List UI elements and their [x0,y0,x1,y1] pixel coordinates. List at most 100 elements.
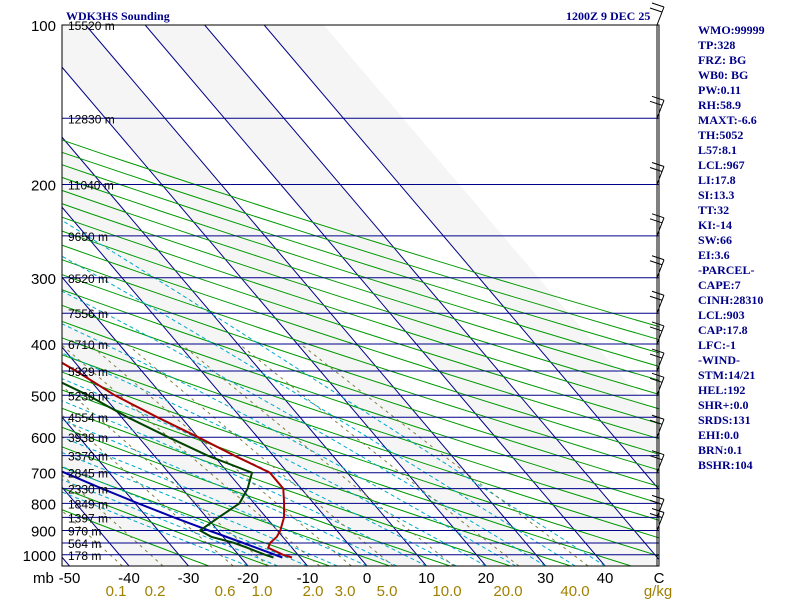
stat-line: RH:58.9 [698,98,741,112]
stat-line: TH:5052 [698,128,744,142]
height-label: 2845 m [68,467,108,481]
wind-barb [649,494,665,518]
profiles-layer [62,361,293,559]
wind-barb [649,372,665,396]
pressure-tick-label: 400 [31,337,56,354]
stat-line: LCL:903 [698,308,745,322]
corner-label: C [654,570,665,587]
dry-adiabat [62,164,659,354]
plot-grid [62,25,659,566]
moist-adiabat [62,466,308,566]
mixing-ratio-tick-label: 3.0 [335,583,356,600]
stat-line: SHR+:0.0 [698,398,749,412]
stat-line: SRDS:131 [698,413,751,427]
wind-barb [649,321,665,345]
height-label: 4554 m [68,411,108,425]
height-label: 3370 m [68,450,108,464]
mixing-ratio-tick-label: 2.0 [303,583,324,600]
temp-tick-label: -40 [118,570,140,587]
height-label: 5929 m [68,365,108,379]
mixing-ratio-unit: g/kg [644,583,672,600]
pressure-tick-label: 300 [31,271,56,288]
pressure-tick-label: 100 [31,18,56,35]
stat-line: PW:0.11 [698,83,742,97]
stat-line: BSHR:104 [698,458,753,472]
stat-line: -WIND- [698,353,740,367]
mixing-ratio-line [300,343,589,566]
wind-barbs-layer [649,2,665,566]
dry-adiabat [62,304,659,504]
wind-barb [649,450,665,473]
temp-tick-label: 30 [537,570,554,587]
barb-staff [656,295,665,314]
pressure-tick-label: 600 [31,430,56,447]
wind-barb [649,2,665,26]
stat-line: LI:17.8 [698,173,736,187]
mixing-ratio-line [180,343,455,566]
stat-line: FRZ: BG [698,53,747,67]
mixing-ratio-line [126,343,394,566]
barb-staff [656,419,665,438]
barb-staff [656,377,665,396]
dry-adiabat [62,244,659,440]
barb-flag [651,255,665,261]
barb-flag [649,419,663,425]
height-label: 178 m [68,549,101,563]
isotherm-line [62,136,427,566]
barb-staff [656,166,665,185]
dry-adiabat [62,203,659,395]
moist-adiabat [62,219,606,566]
isotherm-line [62,346,249,566]
height-label: 970 m [68,525,101,539]
barb-flag [649,326,663,332]
dewpoint-trace [62,381,274,559]
barb-flag [651,508,665,514]
barb-staff [656,6,665,26]
dry-adiabat [62,216,659,410]
dry-adiabat [62,487,270,566]
height-label: 7556 m [68,307,108,321]
isotherm-band [62,25,546,566]
dry-adiabat [62,371,632,566]
dry-adiabat [62,354,659,557]
dry-adiabat [62,509,209,566]
mixing-ratio-line [62,385,269,566]
barb-flag [651,213,665,219]
mixing-ratio-tick-label: 0.6 [215,583,236,600]
dry-adiabat [62,139,659,328]
temp-tick-label: 0 [363,570,371,587]
mixing-ratio-line [62,510,123,566]
isotherm-line [263,25,659,491]
barb-staff [656,512,665,531]
dry-adiabat [62,176,659,367]
temp-tick-label: 10 [418,570,435,587]
dry-adiabat [62,407,511,566]
barb-staff [656,454,665,473]
wind-barb [649,95,665,119]
stat-line: WMO:99999 [698,23,765,37]
height-label: 12830 m [68,112,115,126]
mixing-ratio-tick-label: 5.0 [377,583,398,600]
wind-barb [649,255,665,278]
barb-staff [656,352,665,372]
moist-adiabat [62,323,517,566]
barb-flag [649,455,663,461]
mixing-ratio-tick-label: 20.0 [493,583,522,600]
height-label: 3938 m [68,431,108,445]
moist-adiabat [62,255,576,566]
barb-staff [656,217,665,236]
barb-flag [651,414,665,420]
height-label: 564 m [68,537,101,551]
barb-flag [651,450,665,456]
height-label: 1849 m [68,497,108,511]
mixing-ratio-tick-label: 40.0 [560,583,589,600]
height-label: 6710 m [68,338,108,352]
stat-line: EI:3.6 [698,248,730,262]
dry-adiabat [62,389,571,566]
dry-adiabat [62,320,659,521]
isotherm-line [62,416,189,566]
wind-barb [649,162,665,185]
stat-line: HEL:192 [698,383,746,397]
pressure-tick-label: 500 [31,388,56,405]
barb-staff [656,325,665,345]
